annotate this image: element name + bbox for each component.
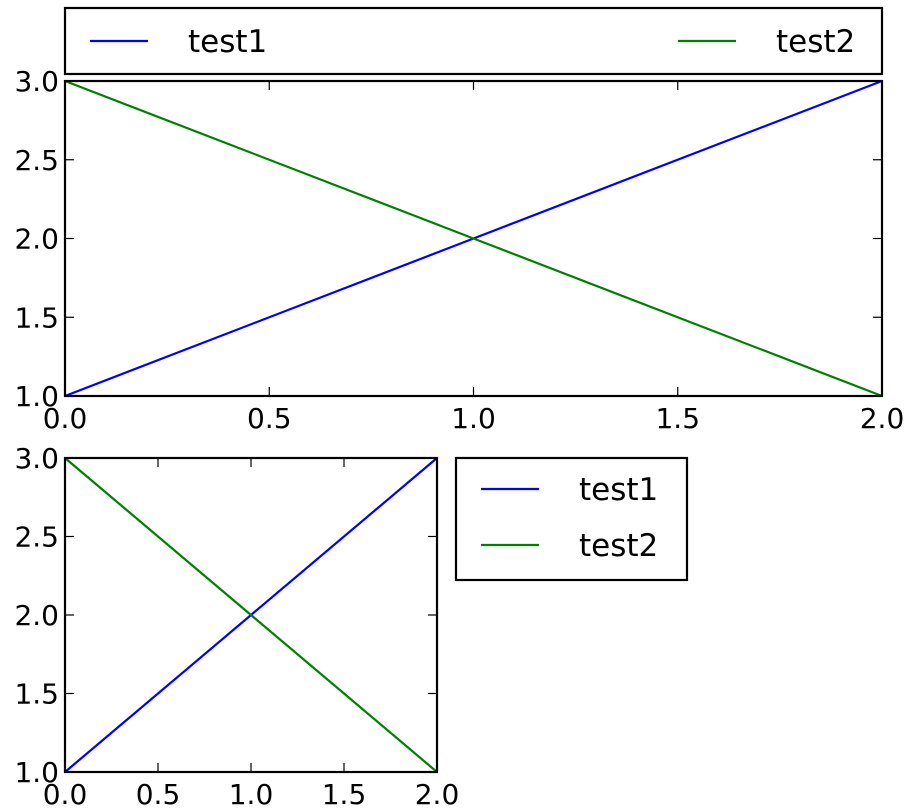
legend-label-test2: test2 xyxy=(776,24,855,60)
y-tick-label: 2.5 xyxy=(14,144,59,177)
x-tick-label: 1.5 xyxy=(655,402,700,435)
x-tick-label: 0.0 xyxy=(43,778,88,811)
y-tick-label: 1.0 xyxy=(14,380,59,413)
y-tick-label: 3.0 xyxy=(14,65,59,98)
bottom-chart: 0.0 0.5 1.0 1.5 2.0 1.0 1.5 2.0 2.5 3.0 test1 test2 xyxy=(14,442,689,811)
legend-label-test1: test1 xyxy=(188,24,267,60)
series-line-test2 xyxy=(64,457,438,773)
x-tick-label: 2.0 xyxy=(415,778,460,811)
legend: test1 test2 xyxy=(454,456,689,582)
y-tick-label: 1.0 xyxy=(14,756,59,789)
y-tick-label: 2.5 xyxy=(14,521,59,554)
legend-label-test1: test1 xyxy=(579,472,658,508)
series-line-test2 xyxy=(64,79,883,398)
x-tick-label: 0.0 xyxy=(43,402,88,435)
legend-box xyxy=(454,456,689,582)
x-tick-label: 1.0 xyxy=(451,402,496,435)
y-tick-label: 2.0 xyxy=(14,223,59,256)
y-tick-label: 3.0 xyxy=(14,442,59,475)
y-tick-label: 1.5 xyxy=(14,678,59,711)
y-tick-label: 1.5 xyxy=(14,301,59,334)
legend-box xyxy=(63,6,884,76)
legend-label-test2: test2 xyxy=(579,528,658,564)
legend: test1 test2 xyxy=(63,6,884,76)
y-tick-label: 2.0 xyxy=(14,599,59,632)
x-tick-label: 0.5 xyxy=(247,402,292,435)
x-tick-label: 1.0 xyxy=(229,778,274,811)
x-tick-label: 1.5 xyxy=(322,778,367,811)
x-tick-label: 2.0 xyxy=(860,402,905,435)
x-tick-label: 0.5 xyxy=(136,778,181,811)
top-chart: 0.0 0.5 1.0 1.5 2.0 1.0 1.5 2.0 2.5 3.0 test1 test2 xyxy=(14,6,905,435)
